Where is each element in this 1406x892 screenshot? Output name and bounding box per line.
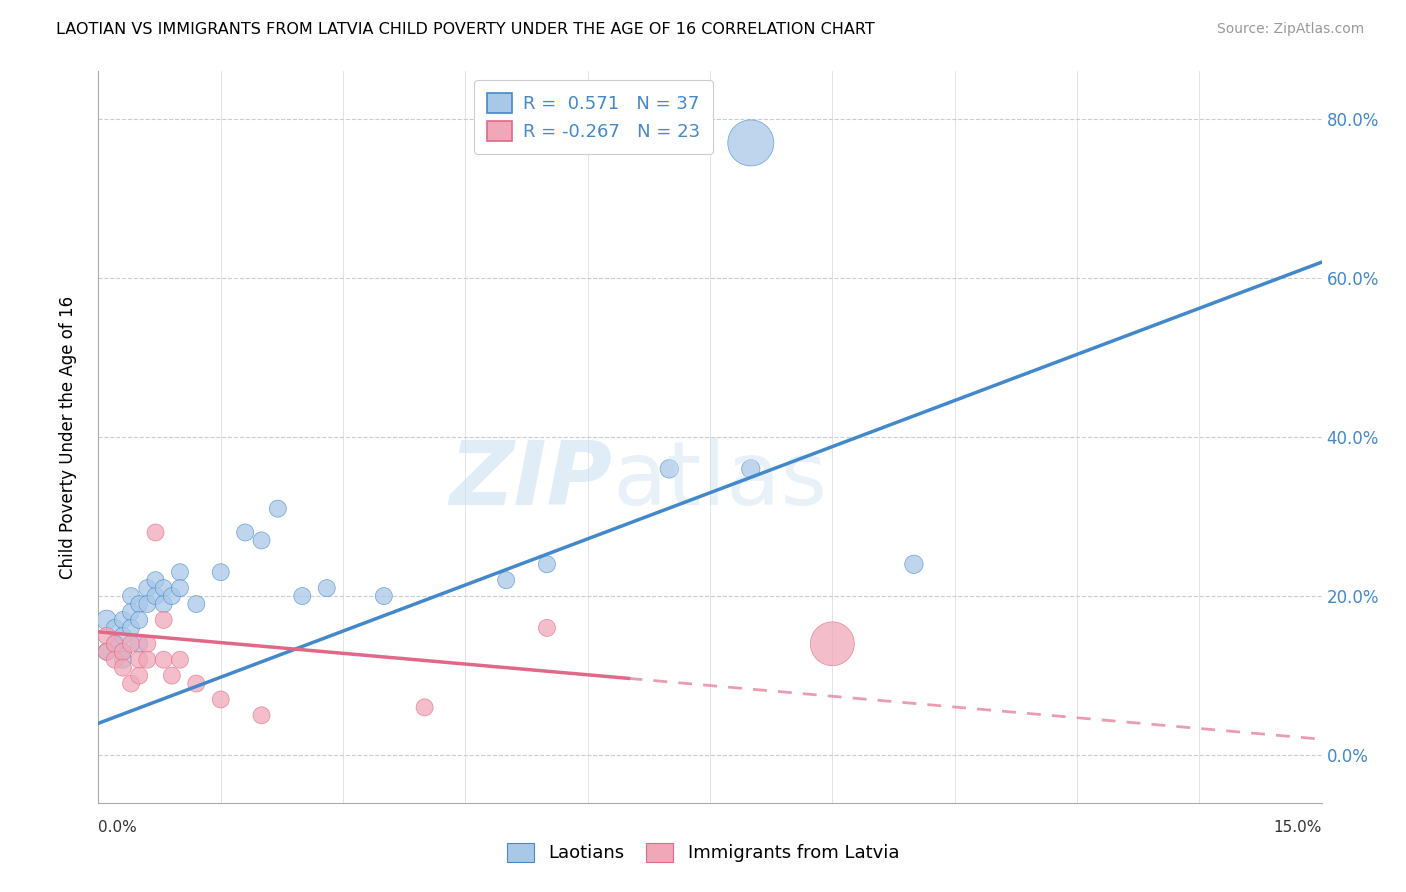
Point: [152, 653, 174, 667]
Point: [111, 645, 134, 659]
Point: [120, 637, 142, 651]
Point: [315, 581, 337, 595]
Point: [96, 629, 118, 643]
Point: [233, 525, 256, 540]
Point: [250, 533, 273, 548]
Point: [160, 589, 183, 603]
Point: [104, 621, 127, 635]
Point: [145, 589, 167, 603]
Point: [209, 692, 232, 706]
Legend: R =  0.571   N = 37, R = -0.267   N = 23: R = 0.571 N = 37, R = -0.267 N = 23: [474, 80, 713, 153]
Point: [160, 668, 183, 682]
Point: [111, 660, 134, 674]
Point: [136, 597, 159, 611]
Point: [104, 637, 127, 651]
Point: [495, 573, 517, 587]
Point: [209, 566, 232, 580]
Point: [169, 566, 191, 580]
Point: [740, 136, 762, 150]
Point: [104, 637, 127, 651]
Point: [128, 597, 150, 611]
Point: [169, 581, 191, 595]
Point: [111, 613, 134, 627]
Point: [413, 700, 436, 714]
Text: Source: ZipAtlas.com: Source: ZipAtlas.com: [1216, 22, 1364, 37]
Point: [120, 589, 142, 603]
Point: [96, 613, 118, 627]
Point: [152, 581, 174, 595]
Point: [373, 589, 395, 603]
Point: [120, 605, 142, 619]
Point: [111, 629, 134, 643]
Text: atlas: atlas: [612, 437, 827, 524]
Point: [136, 637, 159, 651]
Point: [145, 573, 167, 587]
Point: [536, 558, 558, 572]
Point: [740, 462, 762, 476]
Point: [903, 558, 925, 572]
Point: [111, 645, 134, 659]
Point: [136, 581, 159, 595]
Point: [120, 621, 142, 635]
Point: [136, 653, 159, 667]
Point: [186, 597, 208, 611]
Point: [250, 708, 273, 723]
Text: 0.0%: 0.0%: [98, 821, 138, 835]
Point: [96, 645, 118, 659]
Point: [821, 637, 844, 651]
Point: [128, 613, 150, 627]
Point: [111, 653, 134, 667]
Text: 15.0%: 15.0%: [1274, 821, 1322, 835]
Point: [186, 676, 208, 690]
Text: ZIP: ZIP: [450, 437, 612, 524]
Point: [120, 676, 142, 690]
Point: [267, 501, 290, 516]
Point: [291, 589, 314, 603]
Point: [128, 653, 150, 667]
Point: [104, 653, 127, 667]
Point: [169, 653, 191, 667]
Point: [128, 668, 150, 682]
Point: [96, 645, 118, 659]
Y-axis label: Child Poverty Under the Age of 16: Child Poverty Under the Age of 16: [59, 295, 77, 579]
Point: [152, 613, 174, 627]
Point: [152, 597, 174, 611]
Point: [536, 621, 558, 635]
Point: [128, 637, 150, 651]
Point: [658, 462, 681, 476]
Text: LAOTIAN VS IMMIGRANTS FROM LATVIA CHILD POVERTY UNDER THE AGE OF 16 CORRELATION : LAOTIAN VS IMMIGRANTS FROM LATVIA CHILD …: [56, 22, 875, 37]
Legend: Laotians, Immigrants from Latvia: Laotians, Immigrants from Latvia: [499, 836, 907, 870]
Point: [145, 525, 167, 540]
